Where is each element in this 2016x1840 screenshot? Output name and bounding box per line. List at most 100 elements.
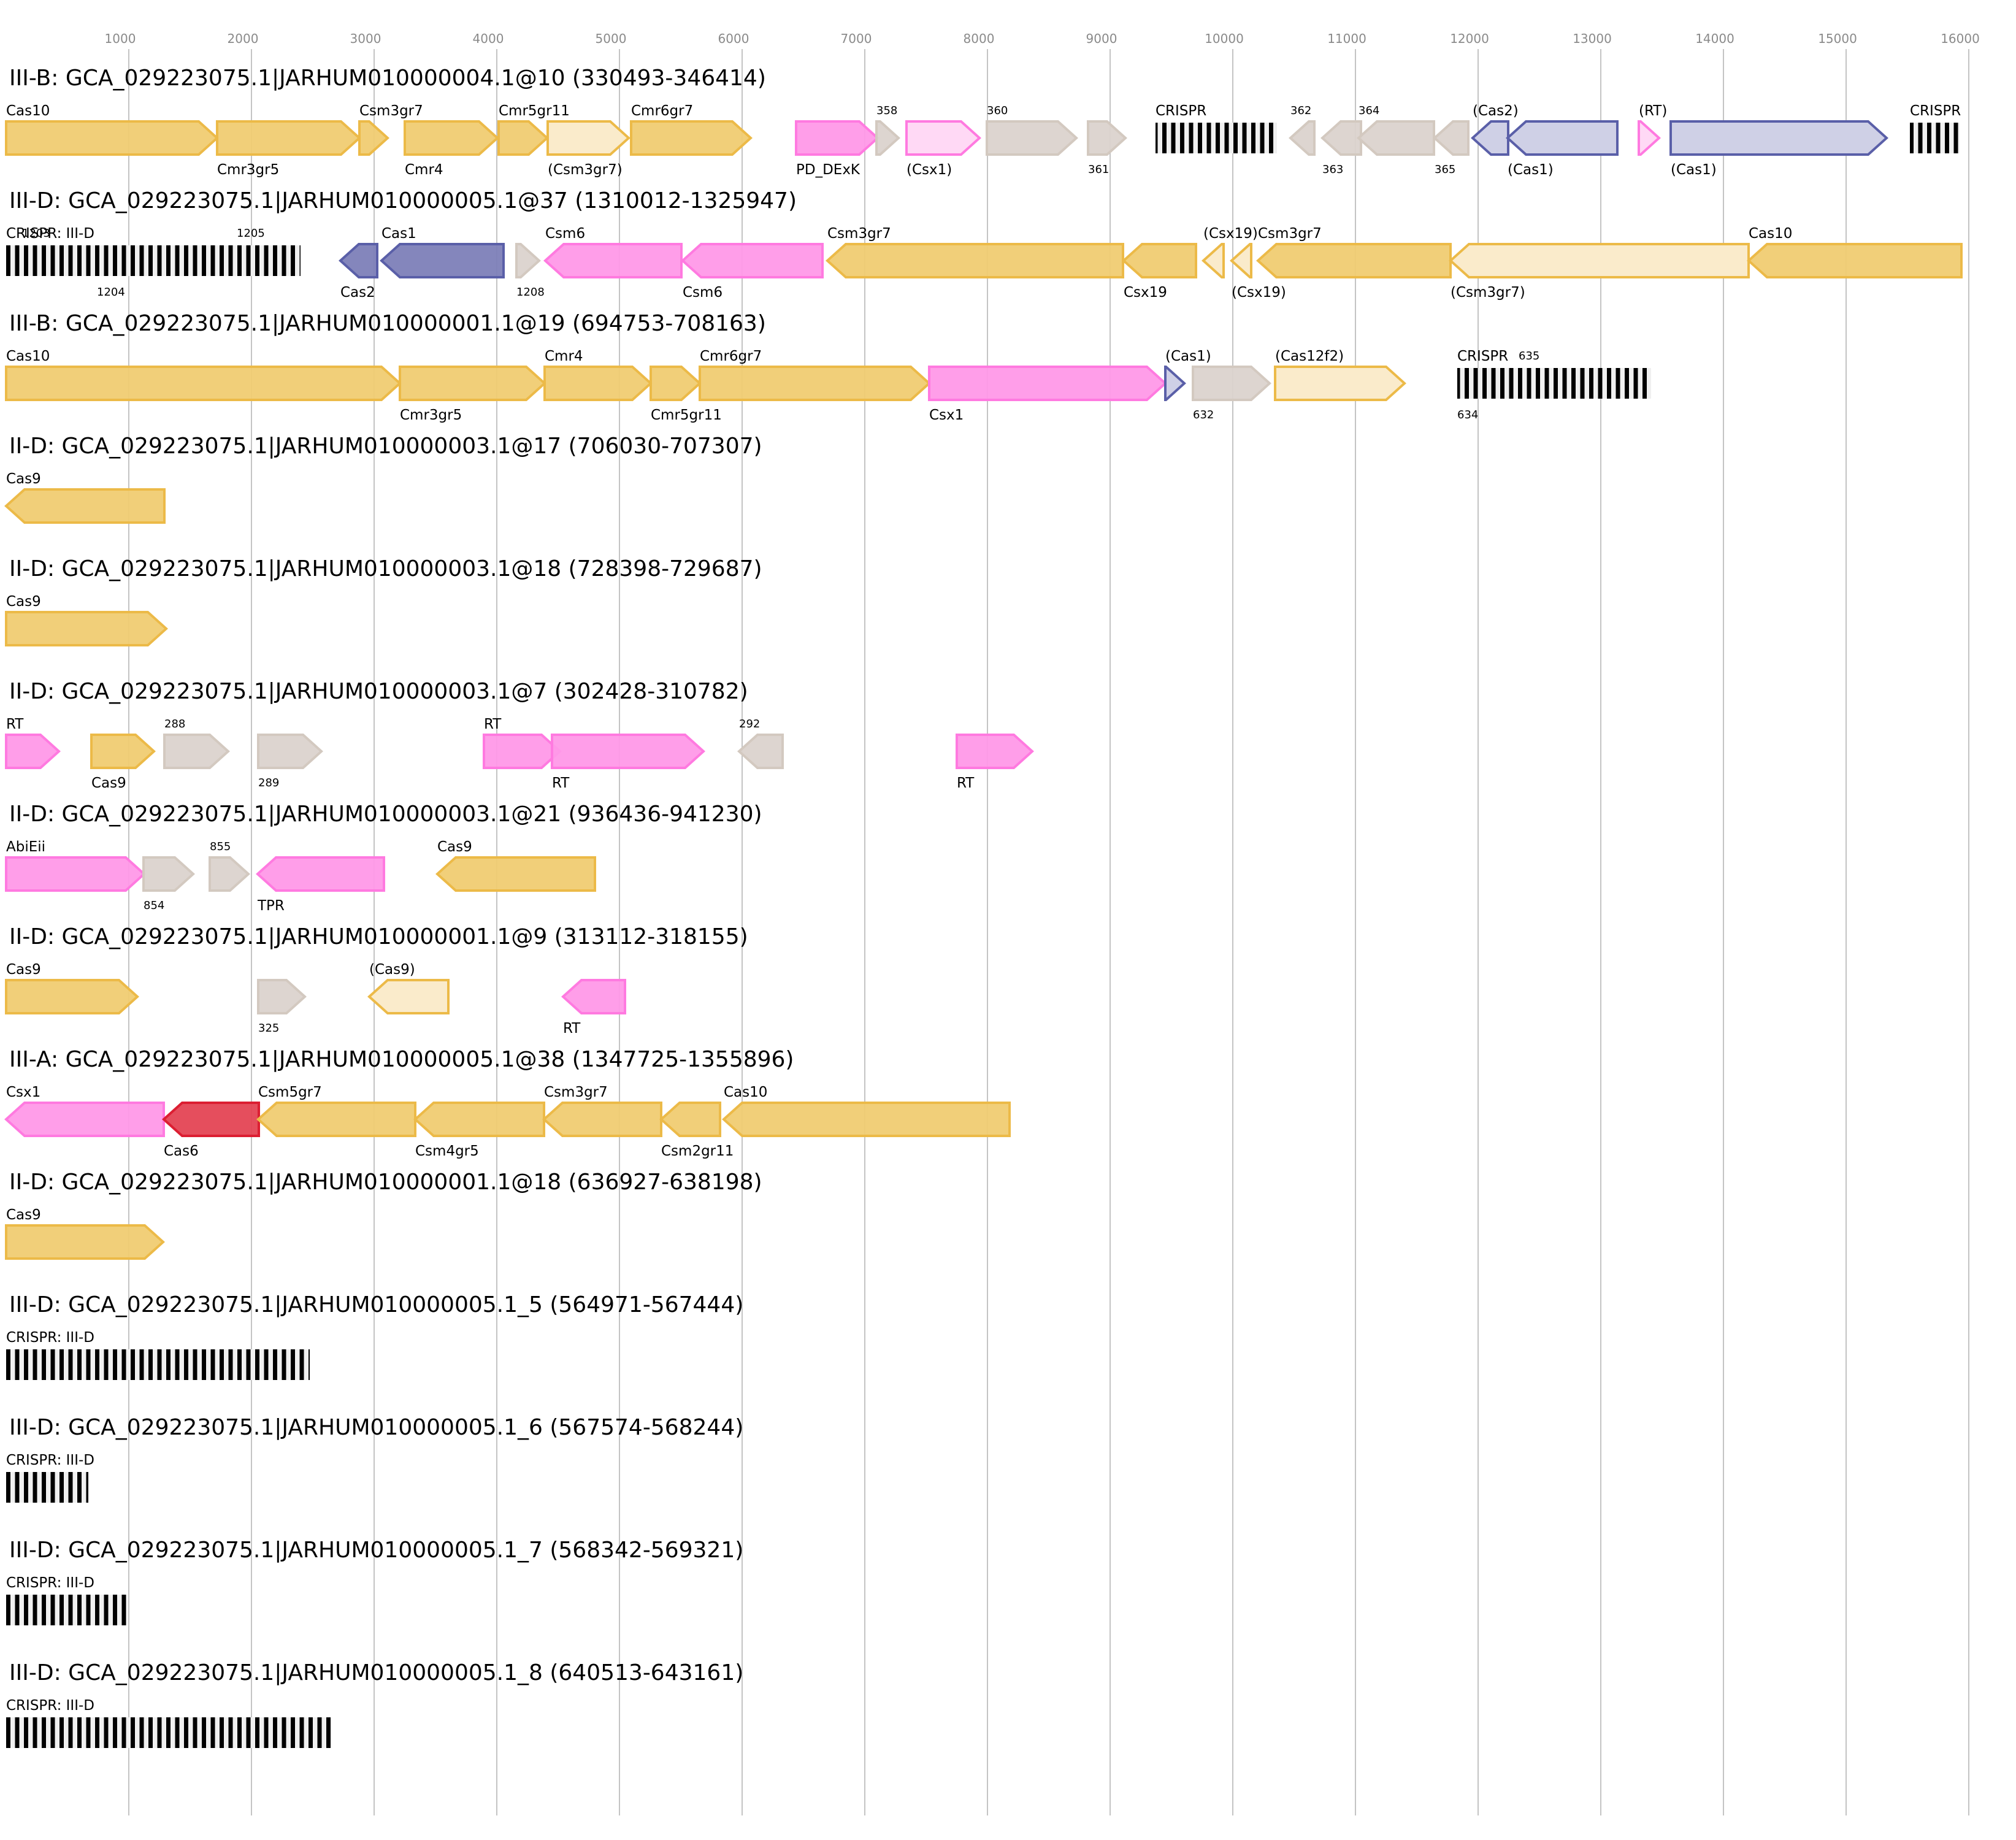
gene-arrow[interactable] [209, 856, 250, 892]
gene-label: Cmr6gr7 [631, 103, 693, 119]
gene-arrow[interactable] [339, 243, 378, 278]
crispr-array[interactable] [6, 1472, 88, 1503]
gene-arrow[interactable] [1357, 120, 1435, 156]
gene-arrow[interactable] [1669, 120, 1888, 156]
crispr-array[interactable] [6, 245, 301, 276]
gene-label: Cas9 [6, 471, 41, 487]
gene-label: Cas9 [437, 839, 472, 855]
gene-arrow[interactable] [257, 734, 323, 769]
gene-arrow[interactable] [142, 856, 195, 892]
gene-arrow[interactable] [681, 243, 824, 278]
crispr-array[interactable] [1457, 368, 1651, 399]
gene-arrow[interactable] [5, 366, 402, 401]
locus-track: II-D: GCA_029223075.1|JARHUM010000003.1@… [4, 434, 762, 524]
gene-arrow[interactable] [699, 366, 931, 401]
locus-track: III-D: GCA_029223075.1|JARHUM010000005.1… [6, 1415, 743, 1503]
gene-label: 288 [164, 718, 185, 730]
gene-arrow[interactable] [515, 243, 541, 278]
axis-tick-label: 14000 [1695, 31, 1734, 46]
locus-title: III-A: GCA_029223075.1|JARHUM010000005.1… [9, 1047, 794, 1072]
gene-arrow[interactable] [551, 734, 705, 769]
crispr-array[interactable] [6, 1349, 310, 1380]
gene-arrow[interactable] [986, 120, 1078, 156]
gene-arrow[interactable] [928, 366, 1167, 401]
gene-arrow[interactable] [875, 120, 900, 156]
gene-arrow[interactable] [1747, 243, 1963, 278]
gene-label: Csx1 [929, 407, 964, 423]
gene-arrow[interactable] [1122, 243, 1197, 278]
gene-label: Cas2 [340, 285, 375, 301]
gene-arrow[interactable] [256, 856, 385, 892]
gene-arrow[interactable] [5, 979, 139, 1014]
gene-arrow[interactable] [1320, 120, 1362, 156]
crispr-label: CRISPR: III-D [6, 226, 94, 242]
gene-arrow[interactable] [257, 979, 307, 1014]
gene-arrow[interactable] [905, 120, 981, 156]
axis-tick-label: 15000 [1818, 31, 1857, 46]
gene-label: (Csx1) [906, 162, 952, 178]
gene-arrow[interactable] [826, 243, 1124, 278]
gene-arrow[interactable] [216, 120, 361, 156]
gene-arrow[interactable] [546, 120, 630, 156]
gene-arrow[interactable] [435, 856, 596, 892]
loci-layer: III-B: GCA_029223075.1|JARHUM010000004.1… [4, 66, 1963, 1748]
gene-arrow[interactable] [650, 366, 702, 401]
gene-arrow[interactable] [90, 734, 156, 769]
gene-arrow[interactable] [5, 856, 146, 892]
gene-arrow[interactable] [1289, 120, 1316, 156]
gene-arrow[interactable] [1192, 366, 1271, 401]
gene-arrow[interactable] [737, 734, 784, 769]
gene-arrow[interactable] [1087, 120, 1127, 156]
gene-arrow[interactable] [795, 120, 880, 156]
gene-label: 855 [210, 840, 231, 853]
gene-arrow[interactable] [367, 979, 450, 1014]
gene-arrow[interactable] [5, 734, 61, 769]
gene-arrow[interactable] [5, 611, 168, 646]
gene-arrow[interactable] [1230, 243, 1252, 278]
gene-arrow[interactable] [956, 734, 1034, 769]
gene-arrow[interactable] [256, 1102, 416, 1137]
gene-arrow[interactable] [380, 243, 505, 278]
gene-arrow[interactable] [1506, 120, 1619, 156]
gene-label: 325 [258, 1022, 279, 1035]
gene-arrow[interactable] [1256, 243, 1452, 278]
crispr-array[interactable] [1910, 123, 1960, 153]
gene-arrow[interactable] [630, 120, 753, 156]
crispr-array[interactable] [6, 1717, 331, 1748]
gene-arrow[interactable] [483, 734, 562, 769]
gene-arrow[interactable] [5, 120, 219, 156]
gene-arrow[interactable] [561, 979, 626, 1014]
gene-arrow[interactable] [1471, 120, 1509, 156]
crispr-array[interactable] [1156, 123, 1277, 153]
gene-arrow[interactable] [413, 1102, 545, 1137]
axis-tick-label: 3000 [350, 31, 381, 46]
axis-tick-label: 4000 [473, 31, 504, 46]
gene-label: Cas9 [6, 962, 41, 978]
gene-arrow[interactable] [1164, 366, 1186, 401]
gene-arrow[interactable] [543, 366, 653, 401]
gene-arrow[interactable] [1274, 366, 1406, 401]
locus-track: II-D: GCA_029223075.1|JARHUM010000003.1@… [5, 679, 1034, 791]
gene-arrow[interactable] [162, 1102, 260, 1137]
gene-arrow[interactable] [4, 488, 166, 524]
gene-arrow[interactable] [659, 1102, 721, 1137]
gene-arrow[interactable] [5, 1224, 165, 1260]
gene-arrow[interactable] [4, 1102, 165, 1137]
gene-label: Csm3gr7 [827, 226, 891, 242]
gene-arrow[interactable] [404, 120, 499, 156]
crispr-array[interactable] [6, 1595, 126, 1625]
gene-arrow[interactable] [1433, 120, 1470, 156]
locus-track: III-D: GCA_029223075.1|JARHUM010000005.1… [6, 1538, 743, 1625]
gene-arrow[interactable] [722, 1102, 1011, 1137]
gene-arrow[interactable] [358, 120, 389, 156]
gene-arrow[interactable] [497, 120, 549, 156]
gene-arrow[interactable] [542, 1102, 662, 1137]
gene-label: Cmr4 [405, 162, 443, 178]
gene-arrow[interactable] [1202, 243, 1225, 278]
gene-arrow[interactable] [543, 243, 683, 278]
gene-arrow[interactable] [399, 366, 546, 401]
gene-arrow[interactable] [1449, 243, 1750, 278]
gene-arrow[interactable] [163, 734, 230, 769]
gene-arrow[interactable] [1638, 120, 1661, 156]
